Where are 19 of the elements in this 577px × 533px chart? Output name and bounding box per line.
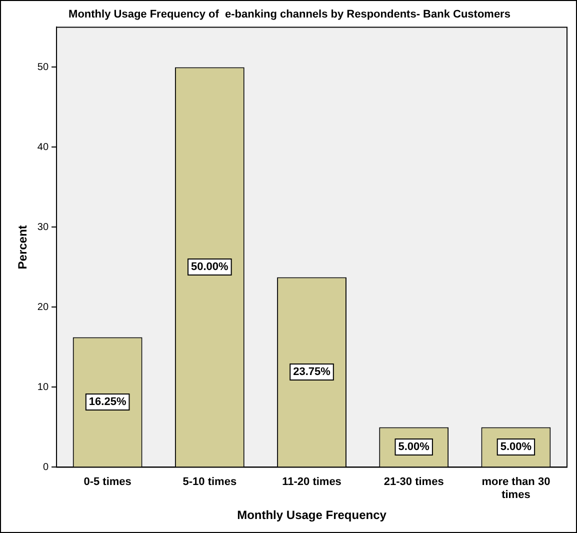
y-tick-label: 50 (37, 62, 49, 73)
y-tick-label: 40 (37, 142, 49, 153)
x-tick-label: 21-30 times (384, 476, 444, 488)
x-tick-label: 0-5 times (84, 476, 132, 488)
x-tick-label: more than 30 times (482, 476, 550, 502)
data-label: 23.75% (293, 366, 331, 378)
x-axis-title: Monthly Usage Frequency (237, 508, 387, 522)
y-tick-label: 0 (42, 462, 49, 473)
chart-title: Monthly Usage Frequency of e-banking channels by Respondents- Bank Customers (68, 8, 510, 21)
x-tick-label: 11-20 times (282, 476, 342, 488)
data-label: 5.00% (398, 440, 430, 453)
y-tick-label: 10 (37, 382, 49, 393)
data-label: 50.00% (191, 260, 229, 273)
y-tick-label: 20 (37, 302, 49, 313)
data-label: 16.25% (88, 396, 126, 408)
y-axis-title: Percent (16, 225, 30, 270)
data-label: 5.00% (500, 440, 532, 453)
x-tick-label: 5-10 times (182, 476, 237, 488)
y-tick-label: 30 (37, 222, 49, 233)
